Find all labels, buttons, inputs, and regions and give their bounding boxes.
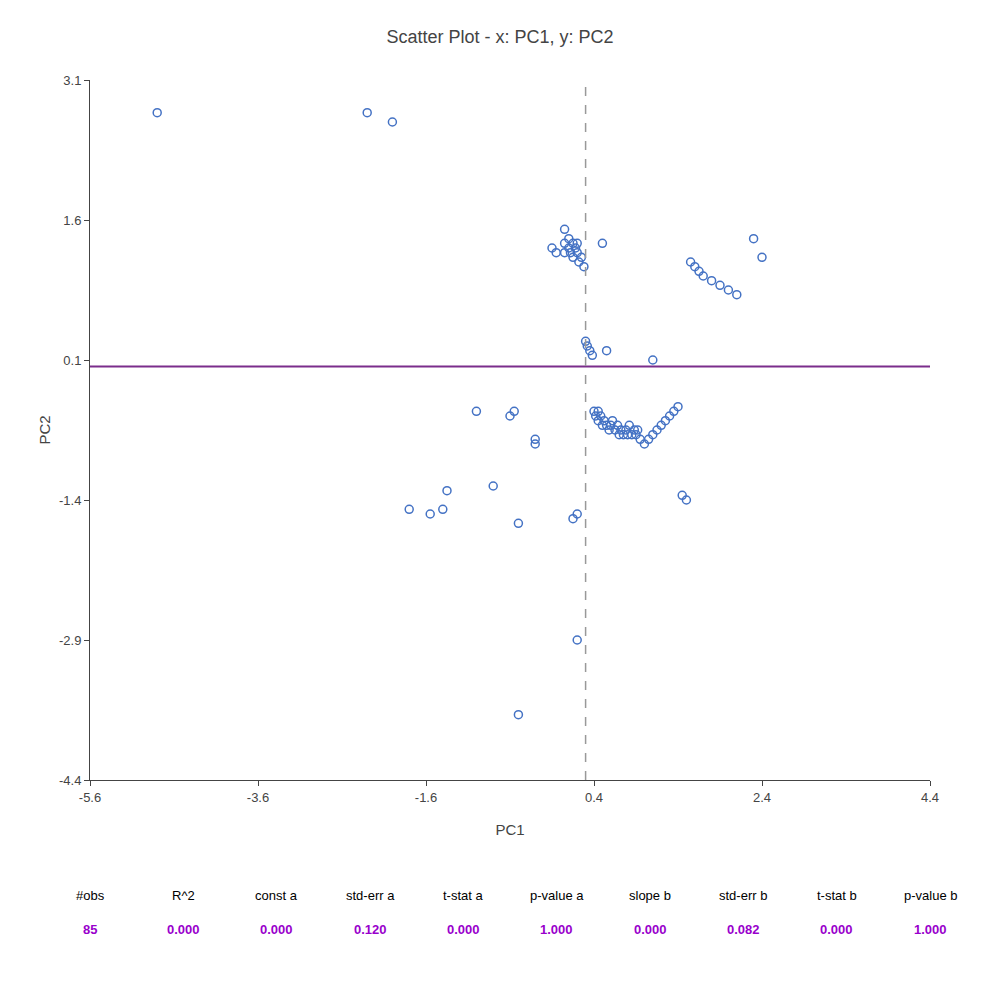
- svg-text:PC1: PC1: [495, 821, 524, 838]
- svg-text:0.1: 0.1: [63, 353, 81, 368]
- svg-text:0.120: 0.120: [354, 922, 387, 937]
- svg-text:-1.6: -1.6: [415, 790, 437, 805]
- svg-text:slope b: slope b: [629, 888, 671, 903]
- svg-text:0.082: 0.082: [727, 922, 760, 937]
- svg-text:#obs: #obs: [76, 888, 105, 903]
- svg-text:const a: const a: [255, 888, 298, 903]
- svg-text:4.4: 4.4: [921, 790, 939, 805]
- svg-text:1.6: 1.6: [63, 213, 81, 228]
- svg-text:2.4: 2.4: [753, 790, 771, 805]
- svg-text:t-stat a: t-stat a: [443, 888, 484, 903]
- svg-text:p-value b: p-value b: [904, 888, 957, 903]
- svg-text:0.000: 0.000: [447, 922, 480, 937]
- svg-text:0.000: 0.000: [634, 922, 667, 937]
- svg-text:-4.4: -4.4: [59, 773, 81, 788]
- svg-text:t-stat b: t-stat b: [817, 888, 857, 903]
- svg-text:R^2: R^2: [172, 888, 195, 903]
- svg-text:1.000: 1.000: [914, 922, 947, 937]
- svg-text:Scatter Plot - x: PC1, y: PC2: Scatter Plot - x: PC1, y: PC2: [386, 27, 613, 47]
- svg-text:-1.4: -1.4: [59, 493, 81, 508]
- svg-text:1.000: 1.000: [540, 922, 573, 937]
- svg-text:0.000: 0.000: [167, 922, 200, 937]
- svg-text:std-err b: std-err b: [719, 888, 767, 903]
- svg-text:0.000: 0.000: [260, 922, 293, 937]
- svg-text:-2.9: -2.9: [59, 633, 81, 648]
- svg-text:-5.6: -5.6: [79, 790, 101, 805]
- svg-text:85: 85: [83, 922, 97, 937]
- svg-text:-3.6: -3.6: [247, 790, 269, 805]
- svg-text:0.4: 0.4: [585, 790, 603, 805]
- svg-text:PC2: PC2: [36, 415, 53, 444]
- svg-text:std-err a: std-err a: [346, 888, 395, 903]
- svg-text:3.1: 3.1: [63, 73, 81, 88]
- svg-text:p-value a: p-value a: [530, 888, 584, 903]
- svg-text:0.000: 0.000: [820, 922, 853, 937]
